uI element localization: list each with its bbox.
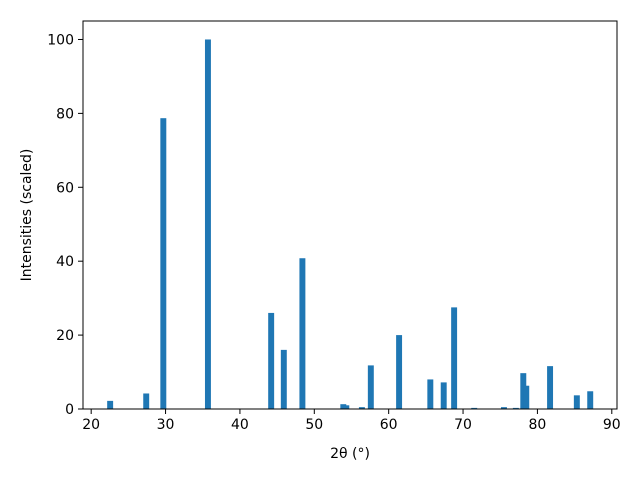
y-tick-label: 80	[56, 106, 74, 122]
bar	[160, 118, 167, 410]
bar	[280, 349, 287, 409]
x-tick-label: 90	[603, 417, 621, 433]
y-tick-label: 0	[65, 402, 74, 418]
x-tick-label: 40	[231, 417, 249, 433]
bar	[299, 258, 306, 409]
bar	[523, 385, 530, 409]
x-tick-label: 50	[305, 417, 323, 433]
bar	[500, 407, 507, 409]
bar	[512, 407, 519, 409]
bar	[396, 335, 403, 409]
bar	[268, 312, 275, 409]
y-tick-label: 60	[56, 180, 74, 196]
bar	[427, 379, 434, 409]
bar	[573, 395, 580, 409]
bar	[358, 407, 365, 409]
x-tick-label: 60	[380, 417, 398, 433]
y-tick-label: 100	[47, 32, 74, 48]
bar	[547, 366, 554, 409]
x-tick-label: 20	[82, 417, 100, 433]
bar	[440, 382, 447, 409]
y-tick-label: 20	[56, 328, 74, 344]
bar	[367, 365, 374, 409]
plot-frame	[82, 20, 618, 410]
y-axis-label: Intensities (scaled)	[19, 149, 35, 282]
x-axis-label: 2θ (°)	[330, 446, 370, 462]
x-tick-label: 30	[157, 417, 175, 433]
x-tick-label: 70	[454, 417, 472, 433]
x-tick-label: 80	[529, 417, 547, 433]
bar	[471, 407, 478, 409]
bar	[451, 307, 458, 409]
bar	[587, 391, 594, 409]
bar	[107, 400, 114, 409]
bar	[143, 393, 150, 409]
y-tick-label: 40	[56, 254, 74, 270]
bar	[343, 405, 350, 409]
bar	[204, 39, 211, 409]
